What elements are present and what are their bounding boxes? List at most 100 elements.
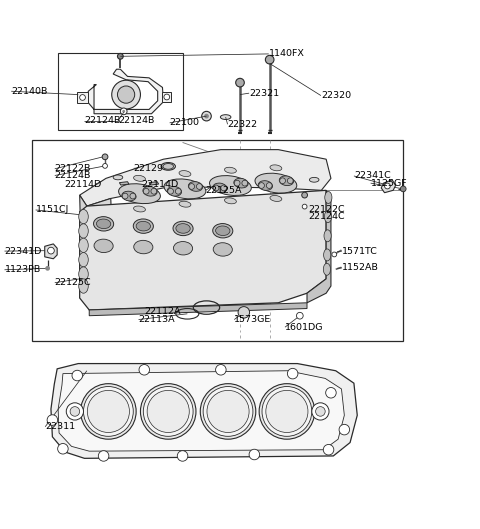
Circle shape [72, 370, 83, 381]
Circle shape [384, 183, 390, 189]
Circle shape [259, 183, 264, 188]
Circle shape [112, 80, 141, 109]
Circle shape [288, 178, 293, 184]
Ellipse shape [164, 179, 206, 199]
Circle shape [265, 56, 274, 64]
Ellipse shape [161, 162, 175, 170]
Circle shape [144, 387, 193, 436]
Ellipse shape [220, 115, 231, 120]
Circle shape [325, 388, 336, 398]
Text: 22321: 22321 [249, 89, 279, 98]
Text: 22322: 22322 [228, 120, 258, 129]
Circle shape [66, 403, 84, 420]
Circle shape [323, 444, 334, 455]
Circle shape [312, 403, 329, 420]
Circle shape [103, 163, 108, 168]
Ellipse shape [96, 219, 111, 229]
Text: 22124B: 22124B [118, 116, 155, 125]
Circle shape [262, 387, 312, 436]
Ellipse shape [119, 184, 160, 204]
Circle shape [70, 407, 80, 416]
Circle shape [221, 185, 227, 191]
Text: 22124B: 22124B [55, 171, 91, 180]
Ellipse shape [133, 206, 145, 212]
Circle shape [80, 95, 85, 101]
Circle shape [316, 407, 325, 416]
Ellipse shape [234, 178, 248, 188]
Text: 22129: 22129 [134, 164, 164, 173]
Circle shape [147, 390, 189, 433]
Polygon shape [120, 181, 129, 185]
Circle shape [122, 193, 128, 199]
Text: 1573GE: 1573GE [234, 315, 272, 324]
Text: 22341D: 22341D [4, 247, 42, 256]
Ellipse shape [143, 186, 157, 196]
Circle shape [189, 184, 194, 189]
Circle shape [48, 247, 54, 254]
Ellipse shape [210, 176, 252, 195]
Circle shape [302, 192, 308, 198]
Ellipse shape [168, 186, 181, 196]
Circle shape [213, 185, 219, 191]
Polygon shape [58, 53, 182, 131]
Ellipse shape [136, 221, 151, 231]
Ellipse shape [213, 183, 227, 193]
Polygon shape [77, 92, 88, 103]
Ellipse shape [324, 263, 331, 275]
Polygon shape [162, 92, 170, 102]
Text: 22140B: 22140B [11, 87, 48, 96]
Circle shape [339, 424, 349, 435]
Polygon shape [88, 69, 163, 114]
Circle shape [288, 368, 298, 379]
Polygon shape [80, 195, 89, 298]
Circle shape [200, 384, 256, 439]
Text: 22124C: 22124C [309, 212, 345, 221]
Circle shape [47, 415, 58, 425]
Circle shape [98, 451, 109, 461]
Text: 1152AB: 1152AB [342, 263, 379, 272]
Circle shape [259, 384, 315, 439]
Ellipse shape [225, 198, 236, 204]
Text: 22122C: 22122C [309, 205, 345, 214]
Circle shape [118, 53, 123, 59]
Polygon shape [51, 363, 357, 458]
Text: 22124B: 22124B [84, 116, 121, 125]
Ellipse shape [94, 217, 114, 231]
Circle shape [45, 266, 50, 271]
Ellipse shape [79, 267, 88, 281]
Text: 22341C: 22341C [354, 171, 391, 180]
Ellipse shape [179, 170, 191, 177]
Text: 1151CJ: 1151CJ [36, 205, 69, 214]
Circle shape [234, 180, 240, 186]
Ellipse shape [179, 201, 191, 207]
Ellipse shape [79, 224, 88, 238]
Circle shape [216, 364, 226, 375]
Circle shape [139, 364, 150, 375]
Circle shape [122, 110, 125, 113]
Circle shape [238, 307, 250, 318]
Ellipse shape [324, 230, 331, 242]
Circle shape [102, 154, 108, 160]
Ellipse shape [213, 224, 233, 238]
Polygon shape [80, 150, 331, 206]
Text: 1125GF: 1125GF [371, 179, 408, 188]
Text: 1601DG: 1601DG [285, 323, 324, 332]
Ellipse shape [324, 249, 331, 261]
Ellipse shape [216, 226, 230, 235]
Polygon shape [80, 190, 326, 310]
Circle shape [130, 193, 136, 199]
Ellipse shape [113, 175, 123, 180]
Ellipse shape [79, 209, 88, 224]
Polygon shape [32, 140, 403, 341]
Circle shape [266, 183, 272, 188]
Ellipse shape [213, 243, 232, 256]
Polygon shape [45, 244, 57, 259]
Circle shape [120, 108, 127, 115]
Text: 22320: 22320 [321, 91, 351, 100]
Circle shape [196, 184, 202, 189]
Text: 22100: 22100 [169, 118, 200, 127]
Circle shape [81, 384, 136, 439]
Ellipse shape [122, 191, 136, 201]
Polygon shape [89, 303, 307, 316]
Polygon shape [307, 190, 331, 303]
